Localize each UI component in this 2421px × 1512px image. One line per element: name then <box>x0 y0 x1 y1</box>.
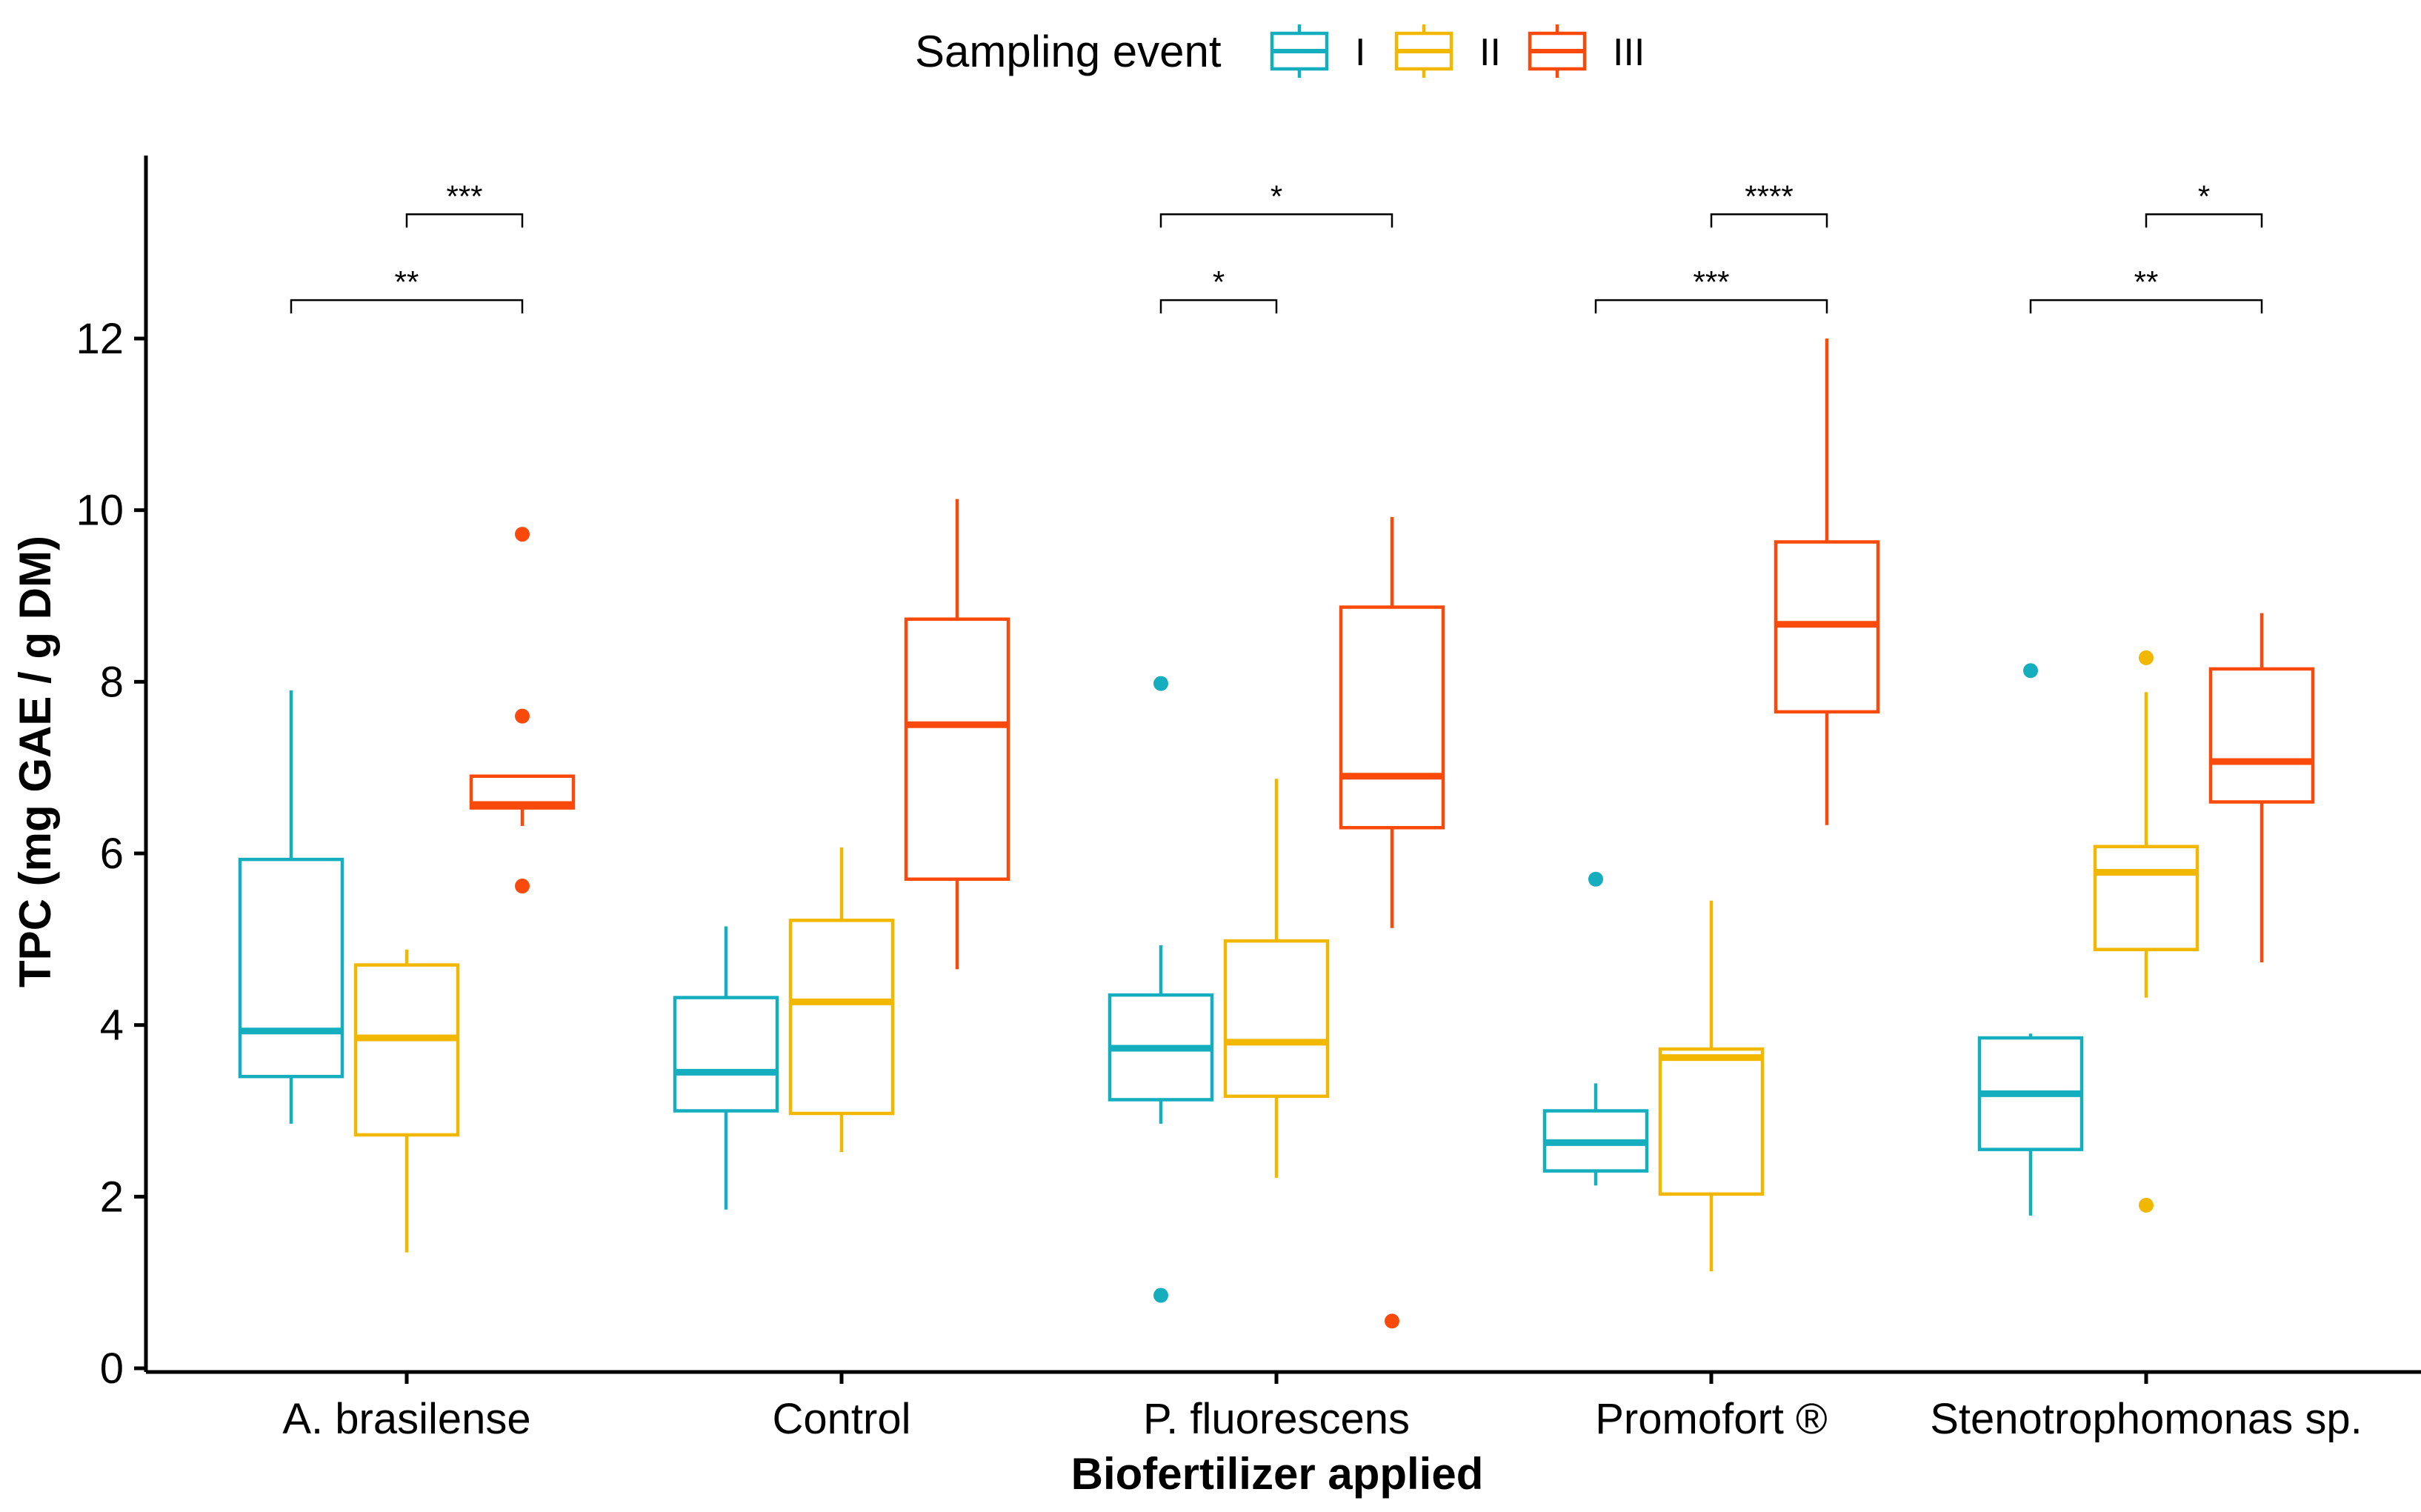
y-tick-label-4: 4 <box>100 1002 124 1050</box>
outlier-point <box>2023 663 2038 679</box>
bracket-line <box>1159 213 1393 228</box>
box-i-p-fluorescens <box>1108 676 1214 1303</box>
box-i-a-brasilense <box>238 690 344 1124</box>
y-tick-label-0: 0 <box>100 1345 124 1393</box>
box-iii-stenotrophomonas-sp <box>2208 613 2315 963</box>
legend-item-ii: II <box>1394 24 1501 78</box>
x-axis: A. brasilense Control P. fluorescens Promof… <box>146 1370 2421 1443</box>
iqr-box <box>1658 1047 1765 1196</box>
x-axis-title: Biofertilizer applied <box>1071 1449 1484 1499</box>
legend-label-i: I <box>1355 31 1365 74</box>
significance-label: * <box>1213 264 1225 299</box>
box-ii-control <box>788 847 895 1153</box>
x-tick-label-a-brasilense: A. brasilense <box>282 1395 530 1443</box>
box-iii-a-brasilense <box>469 527 576 894</box>
bracket-line <box>1159 299 1278 314</box>
significance-bracket: **** <box>1710 179 1828 228</box>
iqr-box <box>1223 939 1330 1099</box>
box-ii-promofort <box>1658 900 1765 1272</box>
x-tick-label-promofort: Promofort ® <box>1595 1395 1827 1443</box>
y-axis: 0 2 4 6 8 10 12 <box>76 156 148 1393</box>
box-iii-promofort <box>1774 339 1880 825</box>
iqr-box <box>788 919 895 1116</box>
significance-label: * <box>2198 179 2210 213</box>
significance-label: *** <box>1693 264 1729 299</box>
iqr-box <box>1339 605 1445 830</box>
significance-bracket: * <box>1159 179 1393 228</box>
bracket-line <box>405 213 524 228</box>
legend-label-iii: III <box>1613 31 1645 74</box>
outlier-point <box>2139 650 2154 665</box>
y-tick-label-6: 6 <box>100 830 124 878</box>
box-i-stenotrophomonas-sp <box>1977 663 2084 1216</box>
outlier-point <box>1385 1313 1399 1329</box>
outlier-point <box>1588 871 1603 887</box>
outlier-point <box>1153 676 1168 691</box>
outlier-point <box>515 708 530 724</box>
box-iii-control <box>904 499 1010 970</box>
significance-label: **** <box>1745 179 1793 213</box>
bracket-line <box>2029 299 2263 314</box>
outlier-point <box>2139 1197 2154 1213</box>
series-ii <box>353 650 2199 1272</box>
box-ii-p-fluorescens <box>1223 779 1330 1178</box>
significance-bracket: *** <box>405 179 524 228</box>
x-tick-label-stenotrophomonas-sp: Stenotrophomonas sp. <box>1930 1395 2362 1443</box>
box-i-control <box>673 926 779 1210</box>
significance-bracket: * <box>1159 264 1278 314</box>
iqr-box <box>353 963 460 1137</box>
iqr-box <box>2208 667 2315 804</box>
bracket-line <box>2145 213 2263 228</box>
significance-bracket: * <box>2145 179 2263 228</box>
outlier-point <box>515 879 530 894</box>
iqr-box <box>238 857 344 1079</box>
legend-item-i: I <box>1270 24 1365 78</box>
bracket-line <box>1594 299 1828 314</box>
significance-label: ** <box>2134 264 2159 299</box>
significance-bracket: ** <box>290 264 524 314</box>
plot-area: ***************** <box>238 179 2315 1329</box>
significance-bracket: ** <box>2029 264 2263 314</box>
box-iii-p-fluorescens <box>1339 516 1445 1329</box>
y-tick-label-8: 8 <box>100 658 124 706</box>
significance-label: *** <box>446 179 482 213</box>
outlier-point <box>1153 1288 1168 1303</box>
significance-label: * <box>1271 179 1282 213</box>
bracket-line <box>1710 213 1828 228</box>
box-ii-stenotrophomonas-sp <box>2093 650 2199 1213</box>
box-i-promofort <box>1542 871 1649 1186</box>
legend-title: Sampling event <box>915 27 1222 76</box>
bracket-line <box>290 299 524 314</box>
iqr-box <box>2093 845 2199 951</box>
y-tick-label-12: 12 <box>76 315 124 363</box>
outlier-point <box>515 527 530 542</box>
y-axis-title: TPC (mg GAE / g DM) <box>10 536 60 988</box>
x-tick-label-p-fluorescens: P. fluorescens <box>1143 1395 1410 1443</box>
legend: Sampling event I II III <box>915 24 1645 78</box>
legend-item-iii: III <box>1528 24 1645 78</box>
legend-label-ii: II <box>1479 31 1501 74</box>
box-ii-a-brasilense <box>353 949 460 1253</box>
x-tick-label-control: Control <box>773 1395 911 1443</box>
series-i <box>238 663 2084 1303</box>
significance-bracket: *** <box>1594 264 1828 314</box>
y-tick-label-10: 10 <box>76 487 124 535</box>
iqr-box <box>673 996 779 1113</box>
significance-label: ** <box>395 264 419 299</box>
iqr-box <box>904 617 1010 882</box>
y-tick-label-2: 2 <box>100 1173 124 1221</box>
series-iii <box>469 339 2315 1329</box>
